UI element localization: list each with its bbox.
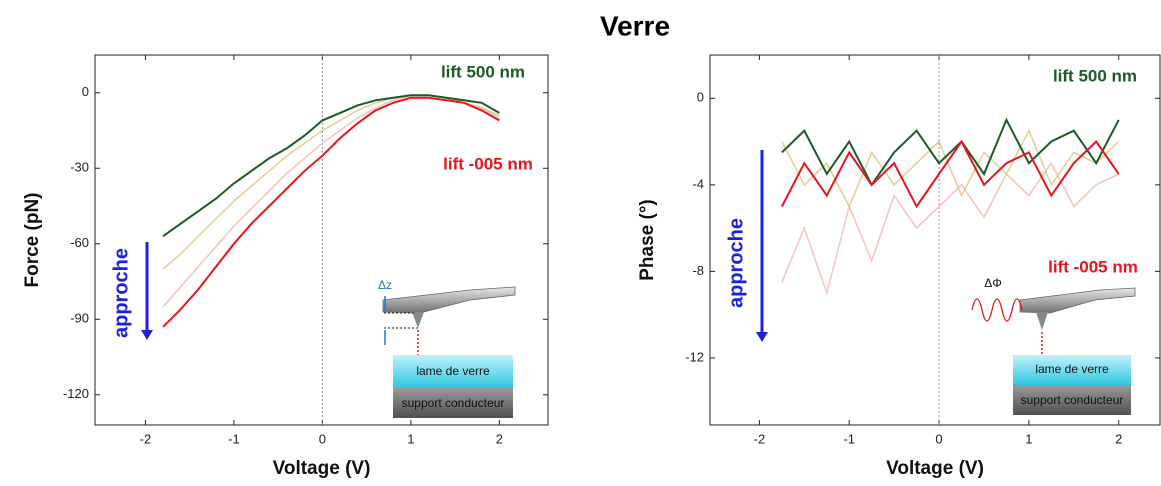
x-tick-label: 1: [407, 431, 414, 446]
inset-delta: ΔΦ: [984, 276, 1002, 290]
y-tick-label: 0: [82, 84, 89, 99]
inset-layer-bottom: support conducteur: [1021, 393, 1124, 407]
y-axis-label: Force (pN): [22, 193, 43, 288]
series-line: [162, 94, 500, 270]
series-annotation: lift 500 nm: [1053, 66, 1137, 85]
inset-layer-top: lame de verre: [416, 364, 490, 378]
inset-left: Δz lame de verre support conducteur: [378, 278, 516, 418]
y-tick-label: -60: [70, 235, 89, 250]
series-line: [781, 161, 1120, 296]
y-axis-label: Phase (°): [637, 199, 658, 281]
x-tick-label: 0: [935, 431, 942, 446]
approach-arrowhead: [756, 332, 768, 342]
plot-frame: [709, 54, 1161, 426]
inset-layer-top: lame de verre: [1035, 362, 1109, 376]
x-tick-label: -2: [754, 431, 766, 446]
y-tick-label: 0: [697, 90, 704, 105]
x-axis-label: Voltage (V): [273, 458, 371, 479]
x-tick-label: 2: [496, 431, 503, 446]
series-line: [781, 128, 1120, 209]
series-line: [781, 117, 1120, 187]
chart: -2 -1 0 1 2 0 -4 -8 -12 Voltage (V) Phase (°) lift …: [637, 54, 1161, 479]
series-line: [162, 94, 500, 238]
figure-title: Verre: [600, 10, 670, 41]
x-tick-label: 1: [1025, 431, 1032, 446]
approach-label: approche: [725, 218, 747, 308]
x-tick-label: -2: [140, 431, 152, 446]
y-tick-label: -4: [692, 176, 704, 191]
x-tick-label: -1: [843, 431, 855, 446]
inset-right: ΔΦ lame de verre support conducteur: [971, 276, 1136, 415]
plot-frame: [94, 54, 549, 426]
inset-delta: Δz: [378, 278, 392, 292]
x-tick-label: -1: [228, 431, 240, 446]
y-tick-label: -120: [63, 386, 89, 401]
x-axis-label: Voltage (V): [886, 458, 984, 479]
series-annotation: lift -005 nm: [1048, 257, 1138, 276]
y-tick-label: -12: [685, 349, 704, 364]
x-tick-label: 0: [319, 431, 326, 446]
series-line: [781, 139, 1120, 209]
y-tick-label: -30: [70, 160, 89, 175]
approach-label: approche: [110, 248, 132, 338]
series-line: [162, 96, 500, 328]
series-annotation: lift 500 nm: [441, 62, 525, 81]
x-tick-label: 2: [1115, 431, 1122, 446]
y-tick-label: -90: [70, 311, 89, 326]
approach-arrowhead: [141, 330, 153, 340]
chart: -2 -1 0 1 2 0 -30 -60 -90 -120 Voltage (V) Force (p…: [22, 54, 549, 479]
inset-layer-bottom: support conducteur: [402, 396, 505, 410]
series-annotation: lift -005 nm: [443, 154, 533, 173]
y-tick-label: -8: [692, 263, 704, 278]
